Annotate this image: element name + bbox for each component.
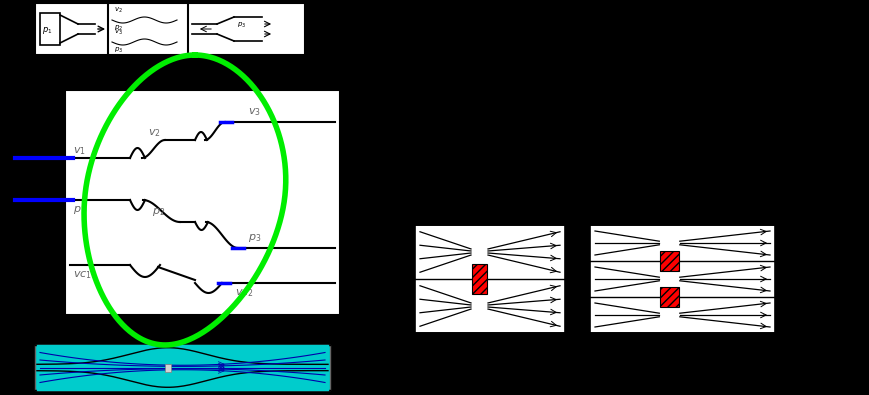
Text: $p_1$: $p_1$ bbox=[73, 204, 86, 216]
Text: $SPL_1$: $SPL_1$ bbox=[469, 343, 510, 363]
Text: $v_3$: $v_3$ bbox=[248, 106, 261, 118]
Bar bbox=[65, 90, 340, 315]
Text: $v_1$: $v_1$ bbox=[73, 145, 86, 157]
Bar bbox=[415, 225, 564, 333]
Text: $SPL_2=\ SPL_1-3dB$: $SPL_2=\ SPL_1-3dB$ bbox=[611, 344, 753, 362]
Bar bbox=[589, 225, 774, 333]
Text: $v_3$: $v_3$ bbox=[114, 28, 123, 37]
Text: $p_1$: $p_1$ bbox=[42, 26, 52, 36]
Text: $v_2$: $v_2$ bbox=[114, 6, 123, 15]
Text: $vc_1$: $vc_1$ bbox=[73, 269, 92, 281]
Bar bbox=[164, 363, 170, 372]
Bar bbox=[660, 251, 678, 271]
Bar bbox=[40, 13, 60, 45]
Bar bbox=[35, 3, 305, 55]
Text: $p_3$: $p_3$ bbox=[114, 46, 123, 55]
Bar bbox=[35, 345, 329, 390]
Bar bbox=[660, 287, 678, 307]
Text: $p_3$: $p_3$ bbox=[237, 21, 246, 30]
Bar bbox=[472, 264, 487, 294]
Text: $p_3$: $p_3$ bbox=[248, 232, 261, 244]
Text: $p_2$: $p_2$ bbox=[114, 24, 123, 33]
Text: $v_2$: $v_2$ bbox=[148, 127, 161, 139]
Text: $vc_2$: $vc_2$ bbox=[235, 287, 254, 299]
Text: $p_2$: $p_2$ bbox=[152, 206, 165, 218]
